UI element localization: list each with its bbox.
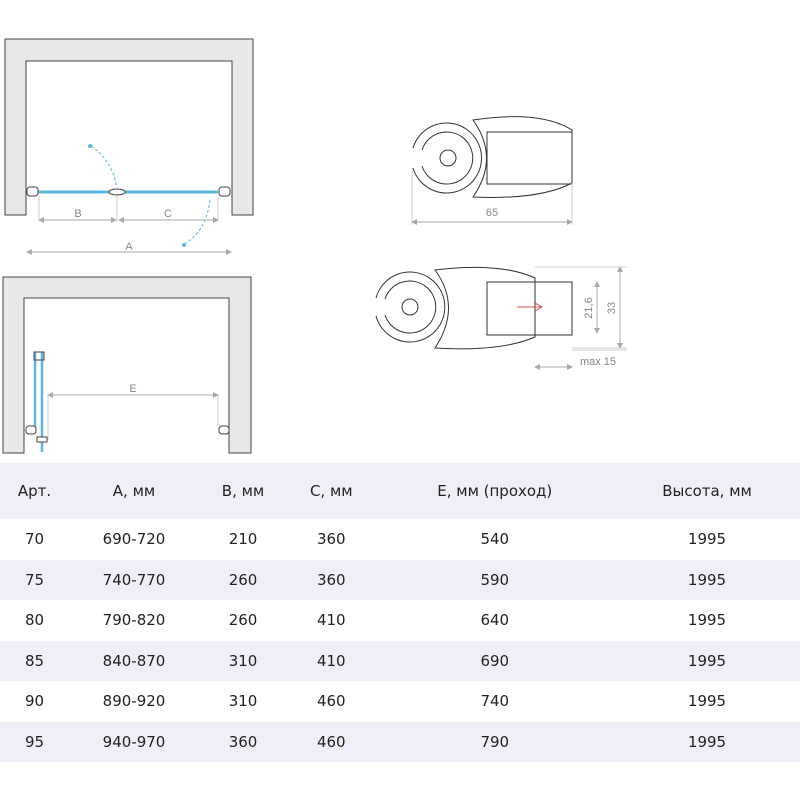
table-cell: 410 (287, 640, 376, 681)
table-cell: 940-970 (69, 721, 199, 762)
dim-65: 65 (486, 207, 498, 219)
table-cell: 1995 (614, 640, 800, 681)
table-header: Арт. A, мм B, мм C, мм E, мм (проход) Вы… (0, 463, 800, 519)
col-c: C, мм (287, 463, 376, 519)
table-cell: 75 (0, 559, 70, 600)
plan-open: E (2, 276, 252, 454)
table-cell: 690-720 (102, 530, 166, 549)
profile-closed: 65 (411, 116, 573, 225)
table-cell: 690 (375, 640, 615, 681)
table-row: 70 690-720 210 360 540 1995 (0, 519, 800, 560)
table-cell: 95 (0, 721, 70, 762)
table-cell: 740-770 (69, 559, 199, 600)
col-a: A, мм (69, 463, 199, 519)
swing-arc (183, 199, 211, 245)
table-cell: 210 (228, 530, 258, 549)
table-cell: 1995 (614, 721, 800, 762)
table-cell: 540 (480, 530, 510, 549)
hinge (25, 425, 37, 435)
dim-21-6: 21,6 (583, 297, 595, 318)
size-table: Арт. A, мм B, мм C, мм E, мм (проход) Вы… (0, 463, 800, 762)
table-cell: 360 (199, 721, 288, 762)
table-cell: 260 (228, 611, 258, 630)
wall (2, 276, 252, 454)
col-e: E, мм (проход) (375, 463, 615, 519)
table-cell: 790 (375, 721, 615, 762)
table-cell: 1995 (687, 692, 727, 711)
table-cell: 890-920 (102, 692, 166, 711)
col-art: Арт. (0, 463, 70, 519)
pivot-hinge (108, 188, 126, 196)
label-a: A (125, 241, 133, 253)
table-cell: 360 (287, 559, 376, 600)
table-cell: 640 (480, 611, 510, 630)
table-cell: 1995 (687, 530, 727, 549)
table-cell: 1995 (614, 559, 800, 600)
table-cell: 360 (316, 530, 346, 549)
col-b: B, мм (199, 463, 288, 519)
table-cell: 1995 (687, 611, 727, 630)
table-row: 95 940-970 360 460 790 1995 (0, 721, 800, 762)
table-cell: 85 (0, 640, 70, 681)
table-row: 85 840-870 310 410 690 1995 (0, 640, 800, 681)
label-e: E (129, 383, 136, 395)
dim-max-15: max 15 (580, 356, 616, 368)
table-cell: 310 (199, 640, 288, 681)
table-cell: 310 (228, 692, 258, 711)
hinge (218, 186, 231, 197)
hinge (218, 425, 230, 435)
hinge (26, 186, 39, 197)
label-c: C (164, 208, 172, 220)
table-cell: 90 (24, 692, 45, 711)
col-height: Высота, мм (614, 463, 800, 519)
wall (4, 38, 254, 216)
swing-arc (90, 145, 118, 189)
table-row: 90 890-920 310 460 740 1995 (0, 681, 800, 722)
table-cell: 260 (199, 559, 288, 600)
table-cell: 740 (480, 692, 510, 711)
table-cell: 460 (287, 721, 376, 762)
dim-33: 33 (606, 302, 618, 314)
table-cell: 80 (24, 611, 45, 630)
table-cell: 410 (316, 611, 346, 630)
table-row: 75 740-770 260 360 590 1995 (0, 559, 800, 600)
table-row: 80 790-820 260 410 640 1995 (0, 600, 800, 641)
installation-diagram: B C A E 65 21,6 (2, 38, 627, 454)
plan-closed: B C A (4, 38, 254, 255)
label-b: B (74, 208, 81, 220)
table-cell: 590 (375, 559, 615, 600)
table-cell: 460 (316, 692, 346, 711)
table-cell: 790-820 (102, 611, 166, 630)
profile-open: 21,6 33 max 15 (375, 266, 627, 370)
table-cell: 840-870 (69, 640, 199, 681)
table-cell: 70 (24, 530, 45, 549)
